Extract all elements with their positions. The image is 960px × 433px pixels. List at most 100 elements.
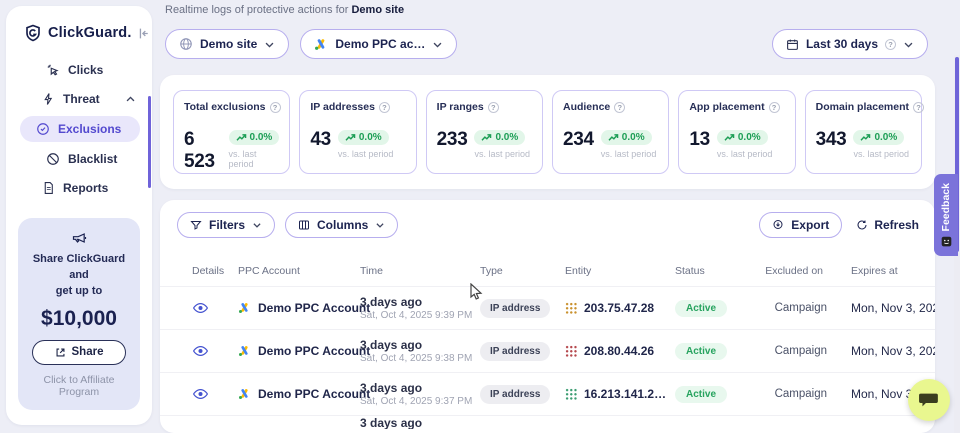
table-header: Details PPC Account Time Type Entity Sta…	[160, 256, 935, 286]
account-name: Demo PPC Account	[258, 344, 370, 358]
stat-value: 43	[310, 129, 331, 151]
trend-up-icon	[608, 133, 619, 142]
site-selector-button[interactable]: Demo site	[165, 29, 289, 59]
columns-icon	[298, 219, 310, 231]
reports-icon	[42, 181, 55, 195]
google-ads-icon	[238, 388, 251, 400]
export-download-icon	[772, 219, 784, 231]
stat-sub: vs. last period	[338, 149, 394, 159]
table-row-partial[interactable]: 3 days ago	[160, 415, 935, 429]
column-header-status[interactable]: Status	[675, 265, 753, 277]
sidebar-item-threat[interactable]: Threat	[36, 87, 142, 111]
table-row[interactable]: Demo PPC Account 3 days agoSat, Oct 4, 2…	[160, 329, 935, 372]
megaphone-icon	[26, 230, 132, 246]
help-icon[interactable]: ?	[769, 102, 780, 113]
chevron-up-icon	[125, 94, 136, 105]
column-header-expires-at[interactable]: Expires at	[829, 265, 917, 277]
type-badge: IP address	[480, 385, 550, 404]
excluded-on-value: Campaign	[753, 302, 829, 314]
stat-label: IP addresses	[310, 101, 375, 113]
google-ads-icon	[238, 345, 251, 357]
sidebar-item-clicks[interactable]: Clicks	[40, 58, 142, 82]
chevron-down-icon	[903, 39, 914, 50]
external-link-icon	[55, 347, 66, 358]
details-eye-button[interactable]	[193, 388, 208, 400]
refresh-label: Refresh	[874, 218, 919, 232]
table-toolbar: Filters Columns Export	[160, 200, 935, 238]
time-relative: 3 days ago	[360, 416, 480, 429]
table-row[interactable]: Demo PPC Account 3 days agoSat, Oct 4, 2…	[160, 372, 935, 415]
main-content: Realtime logs of protective actions for …	[160, 0, 935, 433]
affiliate-promo-card[interactable]: Share ClickGuard and get up to $10,000 S…	[18, 218, 140, 410]
clickguard-logo-icon	[24, 24, 42, 42]
brand-name: ClickGuard.	[48, 25, 132, 41]
feedback-tab[interactable]: Feedback	[934, 174, 958, 256]
sidebar-item-blacklist[interactable]: Blacklist	[40, 147, 142, 171]
help-icon[interactable]: ?	[913, 102, 924, 113]
eye-icon	[193, 345, 208, 357]
sidebar-item-exclusions[interactable]: Exclusions	[20, 116, 140, 142]
time-absolute: Sat, Oct 4, 2025 9:39 PM	[360, 310, 480, 321]
expires-at-value: Mon, Nov 3, 2025	[829, 344, 935, 358]
trend-badge: 0.0%	[601, 130, 652, 145]
entity-identicon	[565, 302, 578, 315]
promo-amount: $10,000	[26, 307, 132, 331]
brand-row: ClickGuard.	[6, 6, 152, 42]
help-icon[interactable]: ?	[614, 102, 625, 113]
time-relative: 3 days ago	[360, 381, 480, 395]
time-relative: 3 days ago	[360, 295, 480, 309]
help-icon[interactable]: ?	[488, 102, 499, 113]
sidebar-item-reports[interactable]: Reports	[36, 176, 142, 200]
stat-card-audience: Audience? 234 0.0% vs. last period	[552, 90, 669, 174]
trend-up-icon	[236, 133, 247, 142]
eye-icon	[193, 302, 208, 314]
chevron-down-icon	[375, 220, 385, 230]
share-button[interactable]: Share	[32, 340, 126, 365]
account-selector-button[interactable]: Demo PPC ac…	[300, 29, 457, 59]
google-ads-icon	[314, 38, 328, 51]
sidebar-item-label: Threat	[63, 92, 100, 106]
sidebar-collapse-button[interactable]	[138, 27, 151, 40]
column-header-time[interactable]: Time	[360, 265, 480, 277]
column-header-ppc-account[interactable]: PPC Account	[238, 265, 360, 277]
account-name: Demo PPC Account	[258, 387, 370, 401]
help-icon[interactable]: ?	[379, 102, 390, 113]
excluded-on-value: Campaign	[753, 388, 829, 400]
eye-icon	[193, 388, 208, 400]
column-header-entity[interactable]: Entity	[565, 265, 675, 277]
column-header-excluded-on[interactable]: Excluded on	[753, 265, 829, 278]
sidebar-item-settings[interactable]: Settings	[36, 428, 142, 433]
refresh-button[interactable]: Refresh	[856, 218, 919, 232]
subtitle-prefix: Realtime logs of protective actions for	[165, 4, 348, 16]
refresh-icon	[856, 219, 868, 231]
chevron-down-icon	[252, 220, 262, 230]
stat-card-ip-addresses: IP addresses? 43 0.0% vs. last period	[299, 90, 416, 174]
time-absolute: Sat, Oct 4, 2025 9:38 PM	[360, 353, 480, 364]
trend-up-icon	[345, 133, 356, 142]
status-badge: Active	[675, 300, 727, 317]
export-label: Export	[791, 218, 829, 232]
feedback-smiley-icon	[941, 236, 952, 247]
status-badge: Active	[675, 386, 727, 403]
sidebar-scrollbar[interactable]	[148, 96, 151, 188]
entity-value: 203.75.47.28	[584, 301, 654, 315]
column-header-details[interactable]: Details	[178, 265, 238, 277]
stat-card-domain-placement: Domain placement? 343 0.0% vs. last peri…	[805, 90, 922, 174]
date-range-label: Last 30 days	[806, 37, 878, 51]
date-range-button[interactable]: Last 30 days ?	[772, 29, 928, 59]
filters-button[interactable]: Filters	[177, 212, 275, 238]
table-row[interactable]: Demo PPC Account 3 days agoSat, Oct 4, 2…	[160, 286, 935, 329]
trend-badge: 0.0%	[338, 130, 389, 145]
column-header-type[interactable]: Type	[480, 265, 565, 277]
calendar-icon	[786, 38, 799, 51]
export-button[interactable]: Export	[759, 212, 842, 238]
details-eye-button[interactable]	[193, 302, 208, 314]
stat-value: 13	[689, 129, 710, 151]
columns-button[interactable]: Columns	[285, 212, 398, 238]
chat-launcher-button[interactable]	[908, 379, 950, 421]
details-eye-button[interactable]	[193, 345, 208, 357]
help-icon: ?	[885, 39, 896, 50]
chevron-down-icon	[264, 39, 275, 50]
help-icon[interactable]: ?	[270, 102, 281, 113]
entity-identicon	[565, 388, 578, 401]
